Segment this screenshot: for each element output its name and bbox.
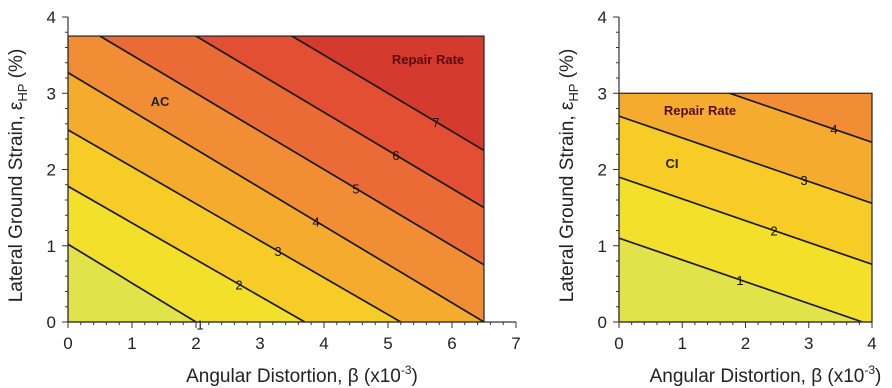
contour-line-3 [68,129,402,322]
x-tick-label: 1 [678,334,687,353]
contour-lines [68,36,484,322]
contour-label-3: 3 [800,173,807,188]
contour-label-1: 1 [736,273,743,288]
x-tick-label: 0 [63,334,72,353]
contour-label-1: 1 [196,317,203,332]
y-tick-label: 4 [47,8,56,27]
repair-rate-title: Repair Rate [392,52,464,67]
x-tick-label: 6 [447,334,456,353]
y-tick-label: 3 [598,84,607,103]
pipe-type-label: AC [151,94,170,109]
y-tick-label: 3 [47,84,56,103]
y-tick-label: 2 [598,161,607,180]
repair-rate-title: Repair Rate [664,103,736,118]
x-tick-label: 4 [867,334,876,353]
y-tick-label: 4 [598,8,607,27]
y-tick-label: 1 [598,237,607,256]
contour-line-1 [68,243,197,322]
x-axis-label: Angular Distortion, β (x10-3) [186,363,418,387]
contour-line-6 [194,36,484,209]
contour-label-5: 5 [352,182,359,197]
contour-line-4 [727,93,872,144]
x-tick-label: 7 [511,334,520,353]
contour-line-4 [68,71,484,322]
x-tick-label: 5 [383,334,392,353]
pipe-type-label: CI [666,156,679,171]
contour-line-1 [619,237,863,322]
contour-label-4: 4 [312,214,319,229]
chart-panel-ci: 1 2 3 4 0 1 2 3 4 0 1 2 3 4 Angular Distortion, β (x10… [557,8,882,387]
x-tick-label: 2 [741,334,750,353]
chart-panel-ac: 1 2 3 4 5 6 7 0 1 2 3 4 5 6 7 0 1 2 3 4 Angular Distortion, … [6,8,521,387]
contour-label-6: 6 [392,148,399,163]
contour-lines [619,93,872,322]
y-tick-label: 2 [47,161,56,180]
contour-label-2: 2 [770,224,777,239]
y-tick-label: 0 [598,313,607,332]
contour-line-2 [619,176,872,266]
x-tick-label: 3 [255,334,264,353]
y-tick-label: 1 [47,237,56,256]
contour-line-2 [68,185,306,322]
x-tick-label: 2 [191,334,200,353]
contour-fill [619,93,872,322]
x-tick-label: 4 [319,334,328,353]
contour-band-2 [619,115,872,265]
x-tick-label: 0 [614,334,623,353]
contour-line-5 [98,36,484,266]
contour-label-7: 7 [432,115,439,130]
y-tick-label: 0 [47,313,56,332]
contour-line-7 [290,36,484,152]
contour-label-2: 2 [235,277,242,292]
contour-line-3 [619,115,872,205]
x-axis-label: Angular Distortion, β (x10-3) [650,363,882,387]
x-tick-label: 1 [127,334,136,353]
y-axis-label: Lateral Ground Strain, εHP (%) [6,49,30,303]
contour-label-4: 4 [830,122,837,137]
x-tick-label: 3 [804,334,813,353]
contour-label-3: 3 [274,244,281,259]
y-axis-label: Lateral Ground Strain, εHP (%) [557,49,581,303]
